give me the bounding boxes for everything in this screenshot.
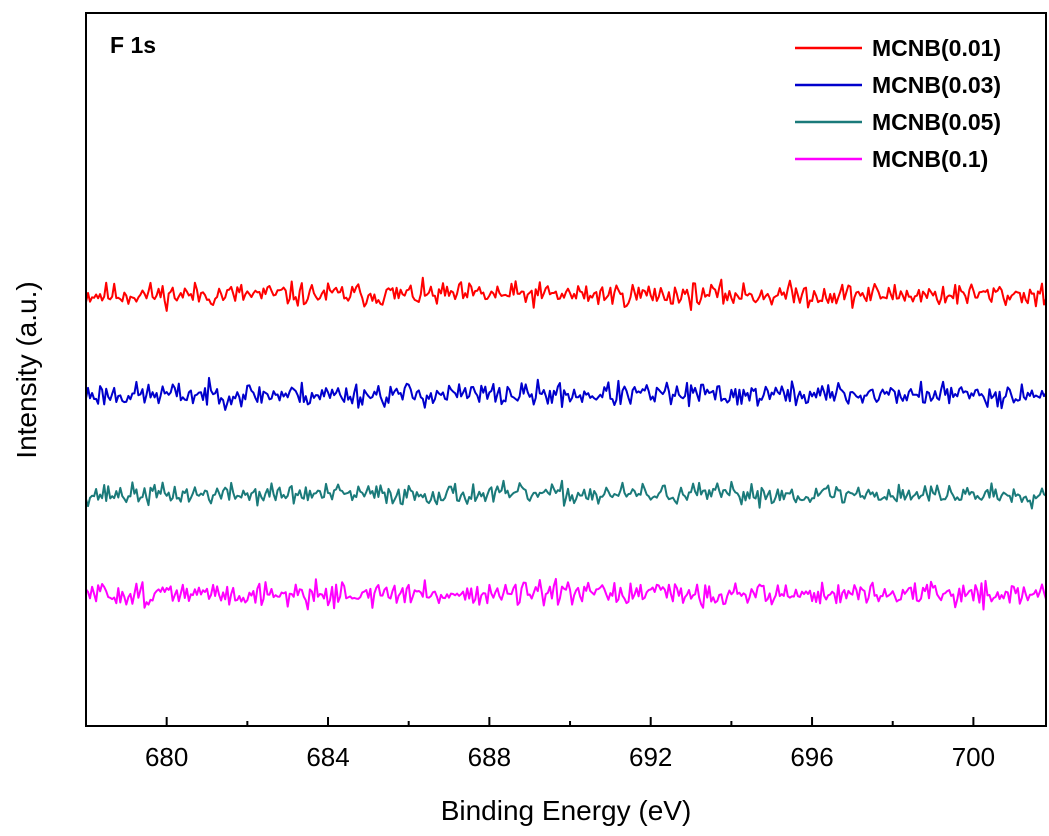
x-tick-label: 692	[629, 742, 672, 772]
legend-label-4: MCNB(0.1)	[872, 146, 988, 172]
legend-label-2: MCNB(0.03)	[872, 72, 1001, 98]
y-axis-title: Intensity (a.u.)	[11, 281, 42, 458]
plot-frame	[85, 12, 1047, 727]
x-tick-label: 688	[468, 742, 511, 772]
panel-label: F 1s	[110, 32, 156, 58]
legend: MCNB(0.01) MCNB(0.03) MCNB(0.05) MCNB(0.1)	[795, 35, 1001, 172]
x-tick-label: 680	[145, 742, 188, 772]
series-line-1	[85, 276, 1047, 312]
series-layer	[85, 276, 1047, 611]
x-axis: 680 684 688 692 696 700	[145, 717, 995, 772]
series-line-2	[85, 376, 1047, 411]
x-tick-label: 684	[306, 742, 349, 772]
x-tick-label: 700	[952, 742, 995, 772]
legend-label-1: MCNB(0.01)	[872, 35, 1001, 61]
x-axis-title: Binding Energy (eV)	[441, 795, 692, 826]
x-tick-label: 696	[790, 742, 833, 772]
series-line-3	[85, 479, 1047, 510]
series-line-4	[85, 577, 1047, 611]
legend-label-3: MCNB(0.05)	[872, 109, 1001, 135]
